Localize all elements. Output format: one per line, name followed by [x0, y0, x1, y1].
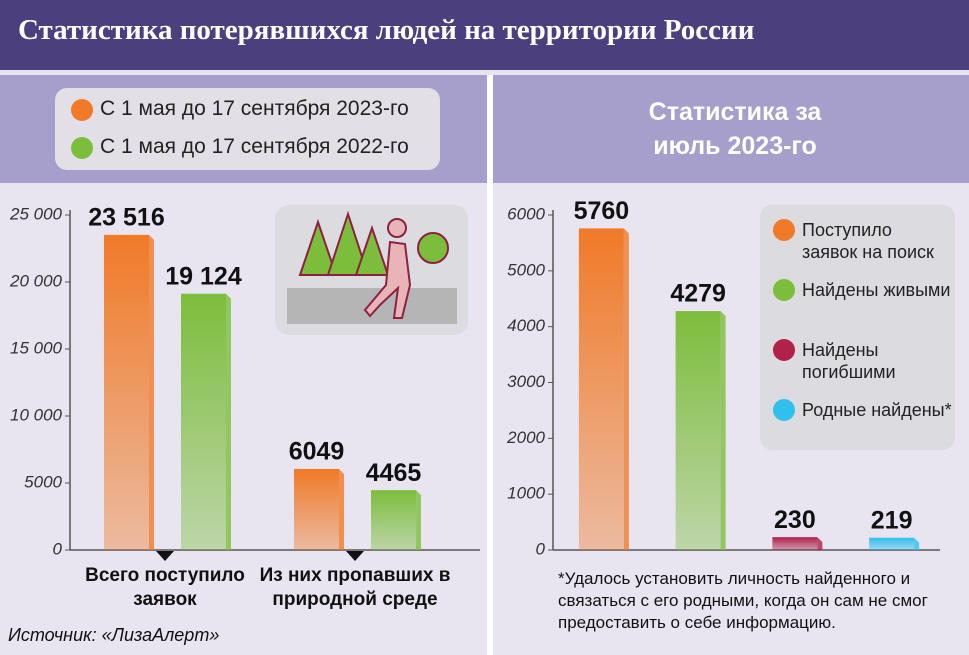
y-tick-label: 15 000	[10, 338, 63, 357]
legend-marker	[773, 339, 795, 361]
value-label: 4279	[670, 280, 726, 308]
bar	[294, 468, 339, 550]
legend-marker	[773, 279, 795, 301]
bar-side	[226, 293, 231, 550]
y-tick-label: 6000	[507, 204, 545, 223]
legend-label: Родные найдены*	[802, 400, 952, 420]
legend-marker	[773, 219, 795, 241]
value-label: 23 516	[88, 203, 164, 231]
y-tick-label: 5000	[507, 260, 545, 279]
y-tick-label: 4000	[507, 316, 545, 335]
y-tick-label: 1000	[507, 484, 545, 503]
bar-side	[149, 234, 154, 550]
value-label: 219	[871, 506, 913, 534]
legend-label: Поступило заявок на поиск	[802, 220, 934, 262]
bar	[869, 537, 915, 550]
x-tick-label: Из них пропавших в природной среде	[259, 565, 451, 610]
bar	[371, 490, 416, 550]
legend-marker	[71, 99, 93, 121]
bar-side	[339, 468, 344, 550]
legend-marker	[71, 137, 93, 159]
y-tick-label: 5000	[24, 472, 62, 491]
y-tick-label: 0	[536, 539, 546, 558]
y-tick-label: 10 000	[10, 405, 63, 424]
legend-marker	[773, 399, 795, 421]
y-tick-label: 0	[53, 539, 63, 558]
value-label: 4465	[366, 459, 422, 487]
bar	[675, 311, 721, 550]
right-top-panel	[493, 75, 969, 183]
value-label: 230	[774, 506, 816, 534]
bar-side	[914, 537, 920, 550]
pointer	[346, 551, 364, 561]
x-tick-label: Всего поступило заявок	[85, 565, 245, 610]
icon	[275, 205, 468, 335]
header-bar	[0, 0, 969, 70]
bar	[772, 537, 818, 550]
bar-side	[416, 490, 421, 550]
source: Источник: «ЛизаАлерт»	[8, 625, 220, 645]
bar-side	[623, 228, 629, 550]
value-label: 5760	[574, 197, 630, 225]
value-label: 6049	[289, 438, 345, 466]
y-tick-label: 3000	[507, 372, 545, 391]
legend-label: С 1 мая до 17 сентября 2023-го	[100, 97, 409, 120]
legend-label: С 1 мая до 17 сентября 2022-го	[100, 135, 409, 158]
bar	[578, 228, 624, 550]
legend-label: Найдены погибшими	[802, 340, 896, 382]
divider	[487, 75, 493, 655]
chart-title: Статистика за июль 2023-го	[648, 98, 822, 160]
y-tick-label: 25 000	[9, 204, 63, 223]
y-tick-label: 20 000	[9, 271, 63, 290]
legend-box	[55, 88, 440, 170]
page-title: Статистика потерявшихся людей на террито…	[18, 14, 755, 46]
y-tick-label: 2000	[506, 428, 545, 447]
footnote: *Удалось установить личность найденного …	[558, 569, 928, 632]
bar-side	[720, 311, 726, 550]
bar	[104, 234, 149, 550]
bar-side	[817, 537, 823, 550]
pointer	[156, 551, 174, 561]
legend-label: Найдены живыми	[802, 280, 951, 300]
bar	[181, 293, 226, 550]
value-label: 19 124	[165, 262, 242, 290]
